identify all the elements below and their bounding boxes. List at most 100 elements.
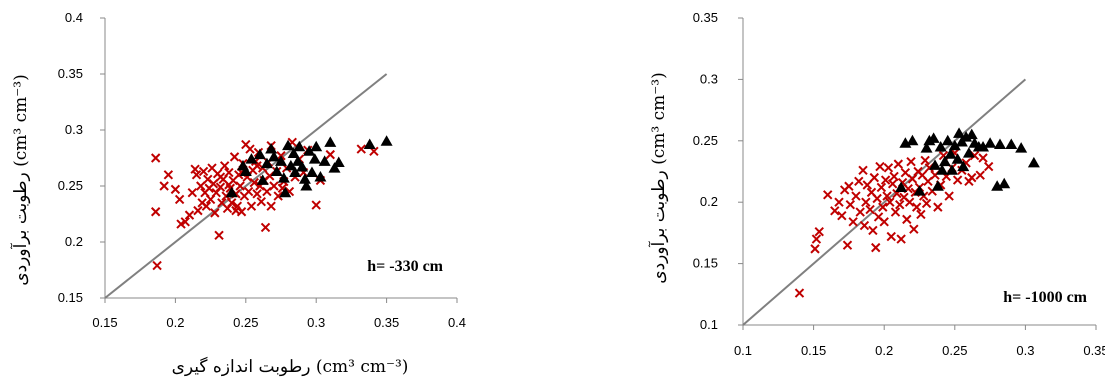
x-tick-label: 0.35 <box>374 315 399 330</box>
data-point-x-marker <box>837 211 847 221</box>
data-point-x-marker <box>933 202 943 212</box>
data-point-x-marker <box>227 198 237 208</box>
data-point-triangle-marker <box>260 157 273 169</box>
data-point-x-marker <box>893 159 904 169</box>
data-point-x-marker <box>895 199 905 210</box>
data-point-triangle-marker <box>977 140 990 152</box>
data-point-x-marker <box>201 201 212 211</box>
one-to-one-line <box>742 78 1027 326</box>
data-point-x-marker <box>266 201 276 211</box>
data-point-x-marker <box>967 172 977 183</box>
data-point-x-marker <box>978 153 988 163</box>
data-point-x-marker <box>159 181 169 191</box>
data-point-x-marker <box>262 186 272 197</box>
y-tick-label: 0.15 <box>693 256 718 271</box>
data-point-triangle-marker <box>275 155 287 166</box>
data-point-triangle-marker <box>363 138 376 150</box>
data-point-x-marker <box>876 182 887 193</box>
data-point-triangle-marker <box>225 186 238 198</box>
data-point-x-marker <box>882 191 892 201</box>
y-tick-label: 0.15 <box>58 290 83 305</box>
data-point-x-marker <box>208 179 219 189</box>
data-point-x-marker <box>921 198 932 209</box>
y-tick-label: 0.2 <box>700 194 718 209</box>
data-point-x-marker <box>859 220 870 231</box>
series-triangle <box>225 135 393 198</box>
data-point-x-marker <box>814 226 824 237</box>
data-point-triangle-marker <box>245 153 258 164</box>
data-point-triangle-marker <box>941 134 954 146</box>
data-point-x-marker <box>842 240 853 250</box>
data-point-triangle-marker <box>284 159 297 171</box>
data-point-triangle-marker <box>279 186 292 198</box>
data-point-x-marker <box>311 200 321 210</box>
data-point-triangle-marker <box>913 185 926 196</box>
data-point-triangle-marker <box>298 173 311 184</box>
data-point-triangle-marker <box>282 139 295 151</box>
data-point-x-marker <box>952 175 963 185</box>
y-tick-label: 0.4 <box>65 10 83 25</box>
data-point-triangle-marker <box>310 140 323 152</box>
chart-2: 0.1 0.15 0.2 0.25 0.3 0.35 0.1 0.15 0.2 0.25 0.3 0.… <box>647 10 1105 358</box>
data-point-triangle-marker <box>965 128 978 140</box>
data-point-x-marker <box>916 209 926 220</box>
x-tick-label: 0.2 <box>166 315 184 330</box>
data-point-triangle-marker <box>1005 138 1018 149</box>
x-tick-label: 0.4 <box>448 315 466 330</box>
x-tick-label: 0.3 <box>307 315 325 330</box>
data-point-triangle-marker <box>934 140 947 152</box>
y-tick-label: 0.2 <box>65 234 83 249</box>
data-point-x-marker <box>909 224 919 234</box>
data-point-x-marker <box>878 202 888 212</box>
data-point-triangle-marker <box>895 181 908 192</box>
data-point-triangle-marker <box>332 156 345 167</box>
data-point-triangle-marker <box>1027 156 1040 168</box>
x-tick-label: 0.2 <box>875 343 893 358</box>
data-point-x-marker <box>880 175 891 185</box>
one-to-one-line <box>104 73 388 299</box>
data-point-x-marker <box>191 170 202 180</box>
data-point-x-marker <box>871 242 881 253</box>
data-point-x-marker <box>215 182 226 192</box>
series-cross <box>794 148 994 298</box>
data-point-x-marker <box>907 174 918 184</box>
data-point-triangle-marker <box>931 180 944 191</box>
y-tick-label: 0.25 <box>58 178 83 193</box>
chart-1: 0.15 0.2 0.25 0.3 0.35 0.4 0.15 0.2 0.25 0.3 0.35 0… <box>9 10 466 377</box>
data-point-triangle-marker <box>324 136 337 147</box>
data-point-triangle-marker <box>927 132 940 143</box>
data-point-triangle-marker <box>936 164 949 175</box>
data-point-x-marker <box>920 155 930 166</box>
data-point-triangle-marker <box>906 134 919 146</box>
data-point-x-marker <box>890 207 901 217</box>
data-point-triangle-marker <box>938 155 951 167</box>
data-point-x-marker <box>325 149 335 160</box>
y-axis-title: رطوبت برآوردی (cm³ cm⁻³) <box>647 72 669 283</box>
data-point-triangle-marker <box>308 153 321 164</box>
data-point-x-marker <box>235 181 245 191</box>
y-tick-label: 0.1 <box>700 317 718 332</box>
data-point-x-marker <box>834 197 844 207</box>
data-point-triangle-marker <box>1015 142 1028 153</box>
data-point-x-marker <box>855 207 865 217</box>
data-point-x-marker <box>944 191 954 201</box>
data-point-x-marker <box>865 204 875 215</box>
data-point-x-marker <box>163 170 174 180</box>
data-point-x-marker <box>886 231 896 242</box>
data-point-x-marker <box>862 180 872 190</box>
data-point-x-marker <box>906 156 916 167</box>
x-tick-label: 0.35 <box>1083 343 1105 358</box>
y-tick-label: 0.3 <box>700 71 718 86</box>
data-point-triangle-marker <box>289 166 302 178</box>
data-point-x-marker <box>356 144 366 154</box>
data-point-triangle-marker <box>984 137 997 148</box>
data-point-x-marker <box>170 184 181 195</box>
data-point-triangle-marker <box>305 166 318 178</box>
data-point-x-marker <box>198 166 209 177</box>
data-point-triangle-marker <box>962 147 975 158</box>
data-point-x-marker <box>196 181 206 191</box>
data-point-x-marker <box>811 234 822 244</box>
data-point-x-marker <box>152 260 162 271</box>
data-point-x-marker <box>851 191 861 201</box>
data-point-x-marker <box>214 230 224 240</box>
